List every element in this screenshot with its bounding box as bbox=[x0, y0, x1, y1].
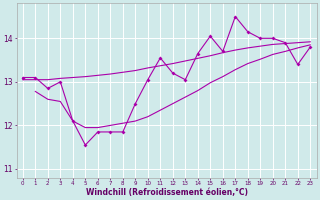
X-axis label: Windchill (Refroidissement éolien,°C): Windchill (Refroidissement éolien,°C) bbox=[85, 188, 248, 197]
